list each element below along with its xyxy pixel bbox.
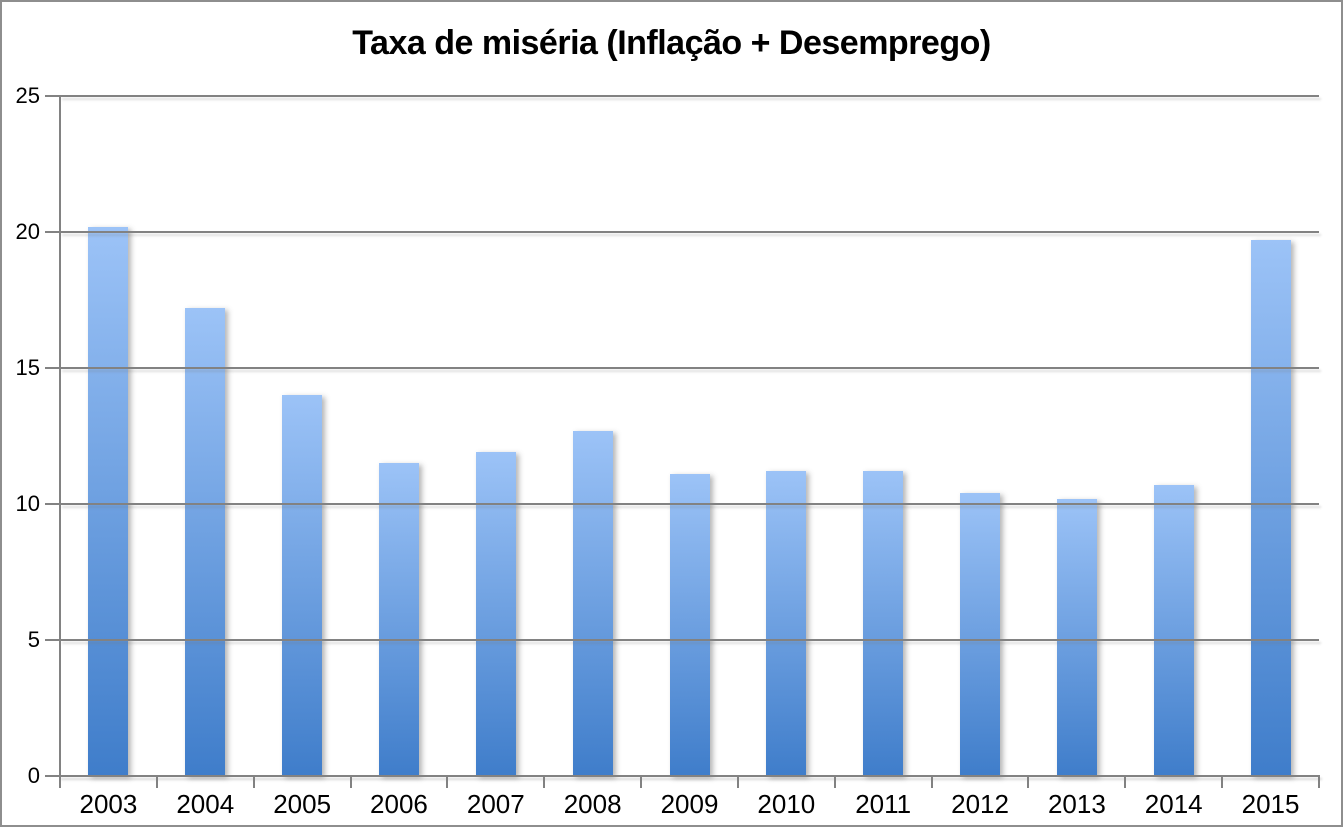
bar-2010 [766,471,807,776]
y-axis-label: 0 [27,763,40,788]
x-axis-tick [252,776,255,788]
x-axis-tick [1318,776,1320,788]
y-axis-label: 10 [15,491,40,516]
bar-2007 [475,452,516,776]
gridline-5 [60,639,1319,641]
bar-2003 [88,226,129,776]
y-axis-tick [45,367,60,369]
x-axis-label-2012: 2012 [951,789,1009,819]
bar-2012 [960,493,1001,776]
x-axis-label-2015: 2015 [1241,789,1300,819]
y-axis-label: 25 [15,83,40,108]
y-axis-tick [45,231,60,233]
y-axis-tick [45,639,60,641]
bar-2009 [669,474,710,776]
x-axis-line [59,775,1320,777]
y-axis-line [59,96,61,776]
y-axis-label: 20 [15,219,40,244]
x-axis-label-2009: 2009 [660,789,719,819]
x-axis-label-2011: 2011 [855,789,912,819]
x-axis-tick [736,776,739,788]
x-axis-label-2004: 2004 [176,789,235,819]
y-axis-tick [45,775,60,777]
x-axis-tick [1027,776,1030,788]
bar-2014 [1153,484,1194,776]
bar-2004 [185,308,226,776]
x-axis-tick [446,776,449,788]
y-axis-tick [45,503,60,505]
bar-2006 [378,463,419,776]
x-axis-label-2007: 2007 [466,789,525,819]
x-axis-tick [640,776,643,788]
x-axis-tick [1124,776,1127,788]
x-axis-tick [155,776,158,788]
gridline-10 [60,503,1319,505]
gridline-20 [60,231,1319,233]
x-axis-label-2005: 2005 [273,789,332,819]
bar-2008 [572,430,613,776]
gridline-25 [60,95,1319,97]
chart-title: Taxa de miséria (Inflação + Desemprego) [352,24,991,62]
y-axis-tick [45,95,60,97]
y-axis-label: 15 [15,355,40,380]
x-axis-tick [59,776,61,788]
bar-2011 [863,471,904,776]
x-axis-tick [833,776,836,788]
bar-2005 [282,395,323,776]
y-axis-label: 5 [27,627,40,652]
x-axis-tick [543,776,546,788]
gridline-15 [60,367,1319,369]
x-axis-label-2013: 2013 [1047,789,1106,819]
bar-2015 [1250,240,1291,776]
x-axis-label-2006: 2006 [370,789,428,819]
x-axis-tick [349,776,352,788]
x-axis-tick [1221,776,1224,788]
x-axis-label-2003: 2003 [79,789,138,819]
bar-2013 [1056,498,1097,776]
x-axis-label-2014: 2014 [1144,789,1203,819]
x-axis-tick [930,776,933,788]
x-axis-label-2008: 2008 [563,789,622,819]
x-axis-label-2010: 2010 [757,789,816,819]
